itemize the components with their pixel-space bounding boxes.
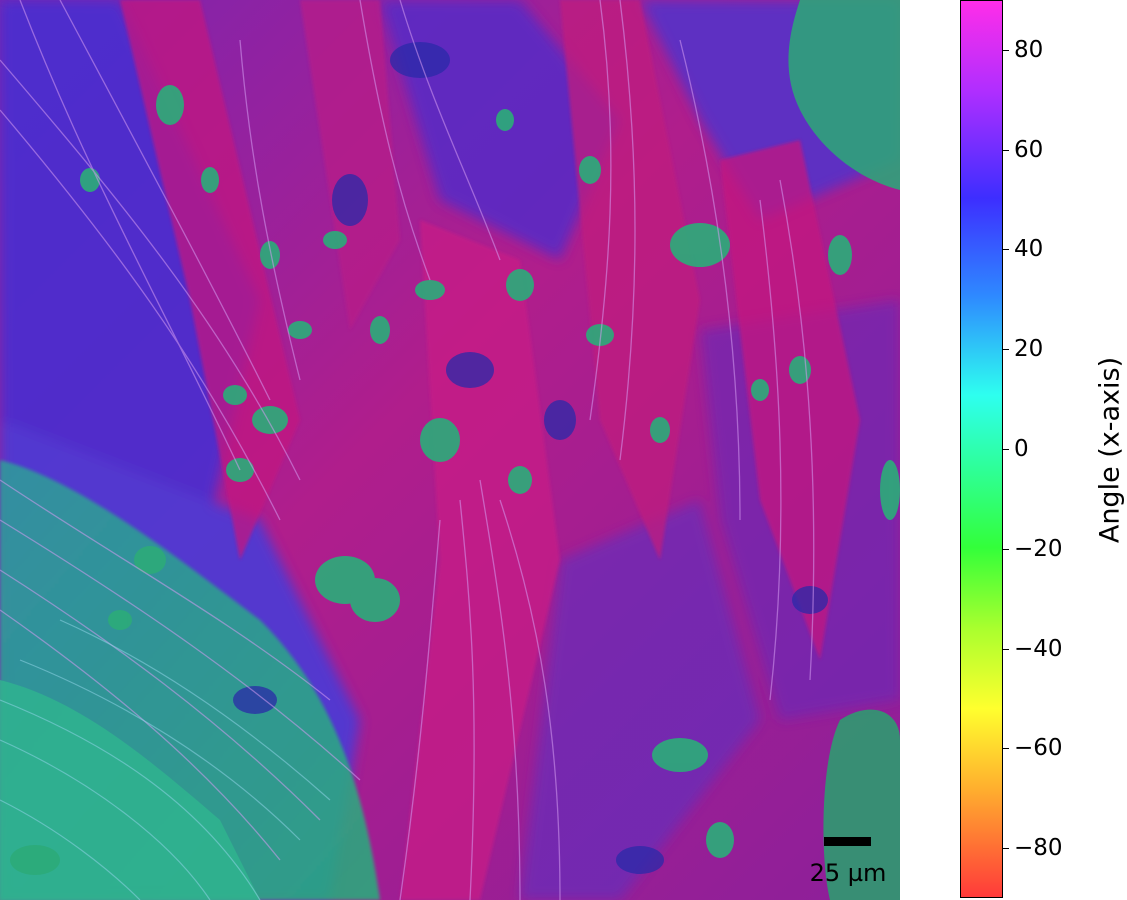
colorbar-tick-label: −40 xyxy=(1014,635,1063,662)
colorbar-tick xyxy=(1003,848,1009,850)
scale-bar xyxy=(824,837,871,846)
colorbar-tick xyxy=(1003,548,1009,550)
colorbar-tick xyxy=(1003,249,1009,251)
colorbar-tick xyxy=(1003,449,1009,450)
colorbar-tick-label: 0 xyxy=(1014,436,1029,462)
colorbar xyxy=(960,0,1003,898)
colorbar-tick-label: 40 xyxy=(1014,236,1044,263)
fiber-orientation-map xyxy=(0,0,900,900)
colorbar-tick-label: 60 xyxy=(1014,136,1044,163)
colorbar-tick-label: 20 xyxy=(1014,336,1044,363)
colorbar-tick-label: −60 xyxy=(1014,735,1063,762)
colorbar-tick xyxy=(1003,648,1009,650)
colorbar-tick xyxy=(1003,748,1009,750)
colorbar-tick xyxy=(1003,149,1009,151)
colorbar-tick xyxy=(1003,49,1009,51)
colorbar-label: Angle (x-axis) xyxy=(1094,356,1126,544)
scale-bar-label: 25 µm xyxy=(809,859,887,887)
colorbar-tick-label: −20 xyxy=(1014,535,1063,562)
microscopy-image xyxy=(0,0,900,900)
colorbar-tick-label: 80 xyxy=(1014,36,1044,63)
colorbar-tick-label: −80 xyxy=(1014,835,1063,862)
colorbar-tick xyxy=(1003,349,1009,351)
